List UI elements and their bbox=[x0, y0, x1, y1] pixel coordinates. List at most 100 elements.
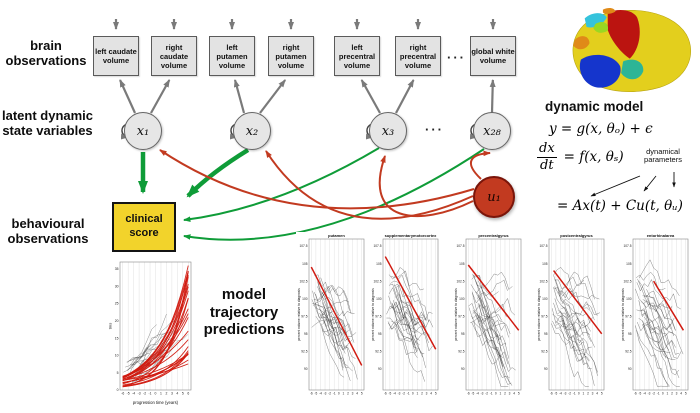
region-plot-entorhinalarea: entorhinalarea -6 -5 -4 -3 -2 -1 0 1 2 3 4 5 90 92.5 95… bbox=[620, 232, 690, 404]
dxdt-fraction: dx dt bbox=[537, 142, 557, 172]
svg-text:95: 95 bbox=[461, 332, 465, 336]
svg-text:92.5: 92.5 bbox=[625, 350, 631, 354]
latent-node-x: x₂₈ bbox=[473, 112, 511, 150]
equation-state-row: dx dt = f(x, θₛ) bbox=[537, 142, 699, 172]
svg-text:-1: -1 bbox=[490, 392, 493, 396]
arrow-u1-to-x2 bbox=[265, 150, 474, 220]
latent-node-x: x₃ bbox=[369, 112, 407, 150]
svg-text:1: 1 bbox=[582, 392, 584, 396]
dynamic-model-title: dynamic model bbox=[545, 99, 644, 114]
dynamic-model-block: dynamic model y = g(x, θₒ) + ϵ dx dt = f… bbox=[537, 99, 699, 214]
label-behavioural-observations: behavioural observations bbox=[7, 216, 89, 247]
svg-text:3: 3 bbox=[509, 392, 511, 396]
svg-text:90: 90 bbox=[378, 367, 382, 371]
svg-text:-3: -3 bbox=[398, 392, 401, 396]
input-node-u1: u₁ bbox=[473, 176, 515, 218]
svg-text:95: 95 bbox=[304, 332, 308, 336]
svg-text:107.5: 107.5 bbox=[624, 244, 632, 248]
svg-text:-3: -3 bbox=[481, 392, 484, 396]
svg-text:percent volume relative to dia: percent volume relative to diagnosis bbox=[454, 288, 458, 341]
region-plot-putamen: putamen -6 -5 -4 -3 -2 -1 0 1 2 3 4 5 90 92.5 95 97.5 100… bbox=[296, 232, 366, 404]
svg-text:postcentralgyrus: postcentralgyrus bbox=[560, 233, 593, 238]
svg-text:10: 10 bbox=[115, 354, 119, 358]
svg-text:-3: -3 bbox=[564, 392, 567, 396]
svg-text:92.5: 92.5 bbox=[458, 350, 464, 354]
svg-text:-3: -3 bbox=[648, 392, 651, 396]
svg-text:-3: -3 bbox=[138, 392, 141, 396]
svg-text:90: 90 bbox=[461, 367, 465, 371]
red-input-arrows bbox=[159, 149, 491, 220]
svg-text:-1: -1 bbox=[573, 392, 576, 396]
svg-text:-5: -5 bbox=[127, 392, 130, 396]
svg-text:2: 2 bbox=[421, 392, 423, 396]
svg-text:-2: -2 bbox=[143, 392, 146, 396]
svg-text:2: 2 bbox=[504, 392, 506, 396]
svg-text:supplementarymotorcortex: supplementarymotorcortex bbox=[385, 233, 438, 238]
observation-box-3: left putamen volume bbox=[209, 36, 255, 76]
brain-region-red bbox=[607, 9, 640, 59]
observation-box-7: global white volume bbox=[470, 36, 516, 76]
dynamical-parameters-annotation: dynamical parameters bbox=[644, 147, 682, 165]
model-fit-line bbox=[384, 256, 437, 350]
svg-text:0: 0 bbox=[155, 392, 157, 396]
model-fit-line bbox=[310, 266, 363, 366]
svg-text:tms: tms bbox=[108, 323, 113, 329]
brain-render-image bbox=[572, 8, 691, 92]
svg-text:4: 4 bbox=[513, 392, 515, 396]
arrow-x1-to-box bbox=[119, 79, 137, 114]
svg-text:95: 95 bbox=[544, 332, 548, 336]
equation-state: = f(x, θₛ) bbox=[563, 149, 624, 166]
observation-box-2: right caudate volume bbox=[151, 36, 197, 76]
svg-text:15: 15 bbox=[115, 336, 119, 340]
svg-text:5: 5 bbox=[361, 392, 363, 396]
brain-region-blue bbox=[579, 54, 621, 88]
arrow-x3-to-clinical bbox=[183, 147, 380, 222]
svg-text:95: 95 bbox=[378, 332, 382, 336]
svg-text:5: 5 bbox=[685, 392, 687, 396]
svg-text:-1: -1 bbox=[333, 392, 336, 396]
svg-text:-5: -5 bbox=[314, 392, 317, 396]
brain-region-green bbox=[593, 21, 609, 33]
patient-data-lines bbox=[468, 271, 516, 387]
svg-text:4: 4 bbox=[430, 392, 432, 396]
svg-text:1: 1 bbox=[666, 392, 668, 396]
svg-text:5: 5 bbox=[601, 392, 603, 396]
svg-text:102.5: 102.5 bbox=[457, 279, 465, 283]
svg-text:3: 3 bbox=[426, 392, 428, 396]
svg-text:-5: -5 bbox=[554, 392, 557, 396]
svg-text:95: 95 bbox=[628, 332, 632, 336]
svg-text:-6: -6 bbox=[121, 392, 124, 396]
svg-text:-4: -4 bbox=[319, 392, 322, 396]
svg-text:105: 105 bbox=[376, 262, 382, 266]
latent-node-x: x₂ bbox=[233, 112, 271, 150]
patient-data-lines bbox=[635, 259, 684, 387]
svg-text:0: 0 bbox=[412, 392, 414, 396]
svg-text:0: 0 bbox=[662, 392, 664, 396]
svg-text:97.5: 97.5 bbox=[625, 314, 631, 318]
svg-text:90: 90 bbox=[304, 367, 308, 371]
svg-text:100: 100 bbox=[459, 297, 465, 301]
arrow-x2-to-box bbox=[233, 79, 246, 114]
svg-text:-4: -4 bbox=[559, 392, 562, 396]
svg-text:percent volume relative to dia: percent volume relative to diagnosis bbox=[537, 288, 541, 341]
brain-region-orange-top bbox=[602, 8, 616, 14]
svg-text:97.5: 97.5 bbox=[541, 314, 547, 318]
arrow-x3-to-box bbox=[360, 79, 381, 114]
svg-text:-5: -5 bbox=[471, 392, 474, 396]
equation-observation: y = g(x, θₒ) + ϵ bbox=[549, 121, 653, 137]
svg-text:35: 35 bbox=[115, 267, 119, 271]
svg-text:3: 3 bbox=[171, 392, 173, 396]
svg-text:-6: -6 bbox=[634, 392, 637, 396]
svg-text:105: 105 bbox=[542, 262, 548, 266]
patient-data-lines bbox=[386, 267, 434, 382]
svg-text:3: 3 bbox=[352, 392, 354, 396]
arrow-x1-to-box bbox=[150, 79, 171, 114]
latent-node-x: x₁ bbox=[124, 112, 162, 150]
svg-text:25: 25 bbox=[115, 302, 119, 306]
svg-text:-5: -5 bbox=[638, 392, 641, 396]
svg-text:1: 1 bbox=[160, 392, 162, 396]
clinical-trajectory-plot: -6 -5 -4 -3 -2 -1 0 1 2 3 4 5 605101520253035progres… bbox=[108, 258, 194, 408]
fraction-numerator: dx bbox=[537, 141, 557, 158]
svg-text:92.5: 92.5 bbox=[301, 350, 307, 354]
svg-text:6: 6 bbox=[187, 392, 189, 396]
